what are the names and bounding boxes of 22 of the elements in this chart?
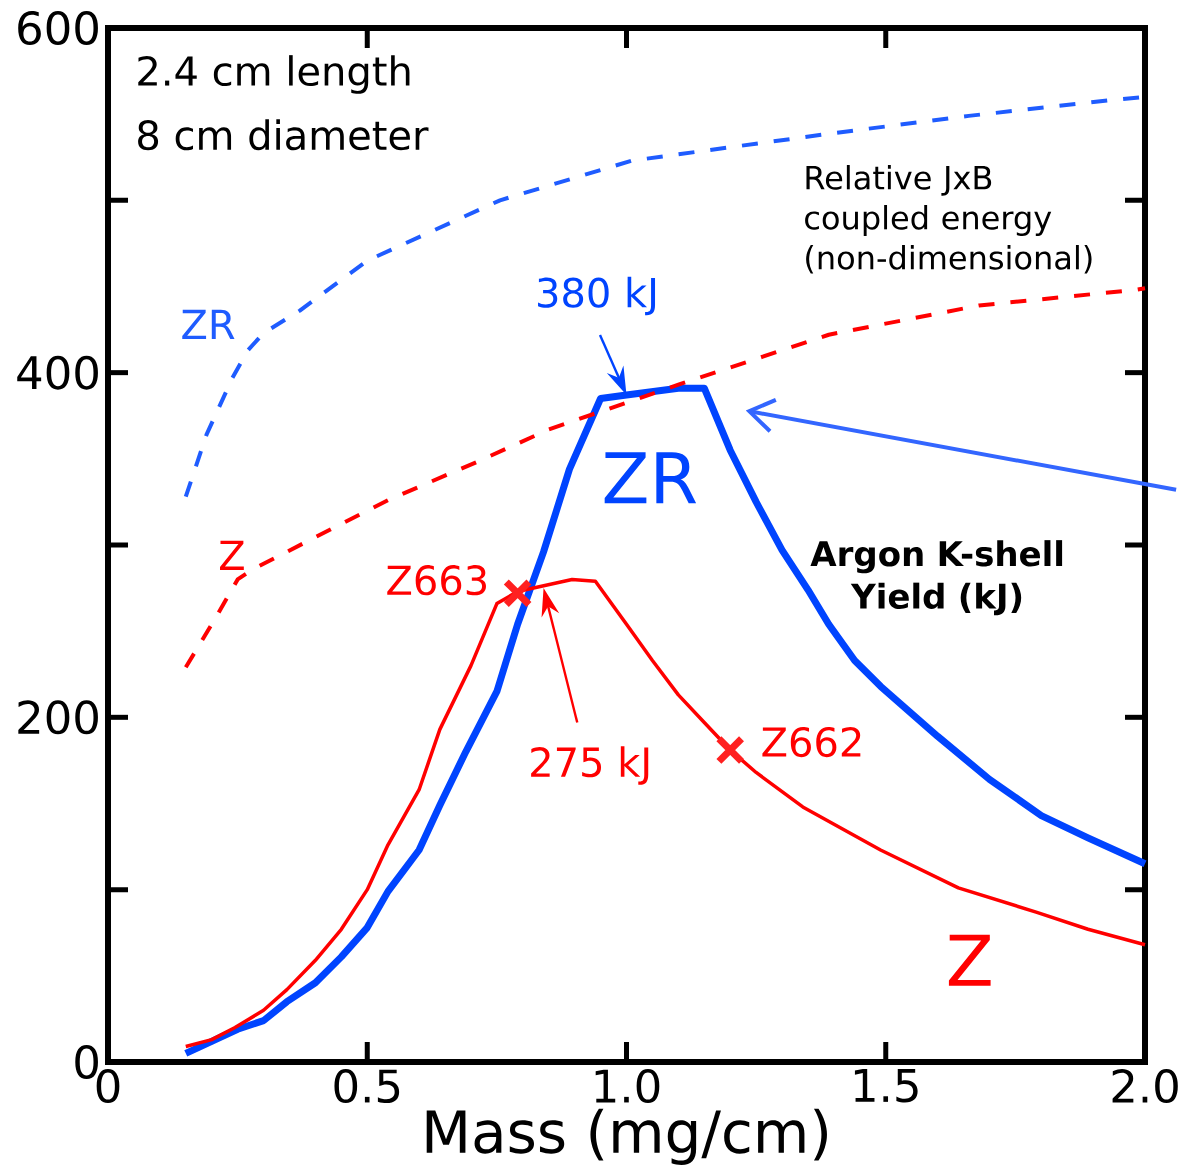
annotation: Argon K-shell Yield (kJ) xyxy=(810,540,1063,616)
x-axis-title: Mass (mg/cm) xyxy=(426,1108,827,1165)
series-label: Z xyxy=(948,934,991,986)
annotation: 380 kJ xyxy=(538,276,656,316)
x-tick-label: 0.5 xyxy=(334,1069,400,1104)
series-label: ZR xyxy=(182,309,235,339)
annotation: 8 cm diameter xyxy=(138,119,429,151)
y-tick-label: 0 xyxy=(75,1044,98,1079)
annotation: Z662 xyxy=(762,726,861,758)
annotation: Z663 xyxy=(387,565,486,596)
x-tick-label: 0 xyxy=(96,1069,120,1104)
x-tick-label: 1.5 xyxy=(854,1069,918,1103)
series-label: Z xyxy=(220,540,244,570)
x-tick-label: 1.0 xyxy=(595,1069,660,1104)
annotation: 2.4 cm length xyxy=(138,55,410,94)
y-tick-label: 600 xyxy=(18,10,98,45)
y-tick-label: 200 xyxy=(18,700,98,735)
series-label: ZR xyxy=(604,452,697,504)
annotation: Relative JxB coupled energy (non-dimensional) xyxy=(805,165,1092,274)
x-tick-label: 2.0 xyxy=(1112,1069,1178,1104)
annotation: 275 kJ xyxy=(531,746,649,785)
y-tick-label: 400 xyxy=(17,355,98,390)
